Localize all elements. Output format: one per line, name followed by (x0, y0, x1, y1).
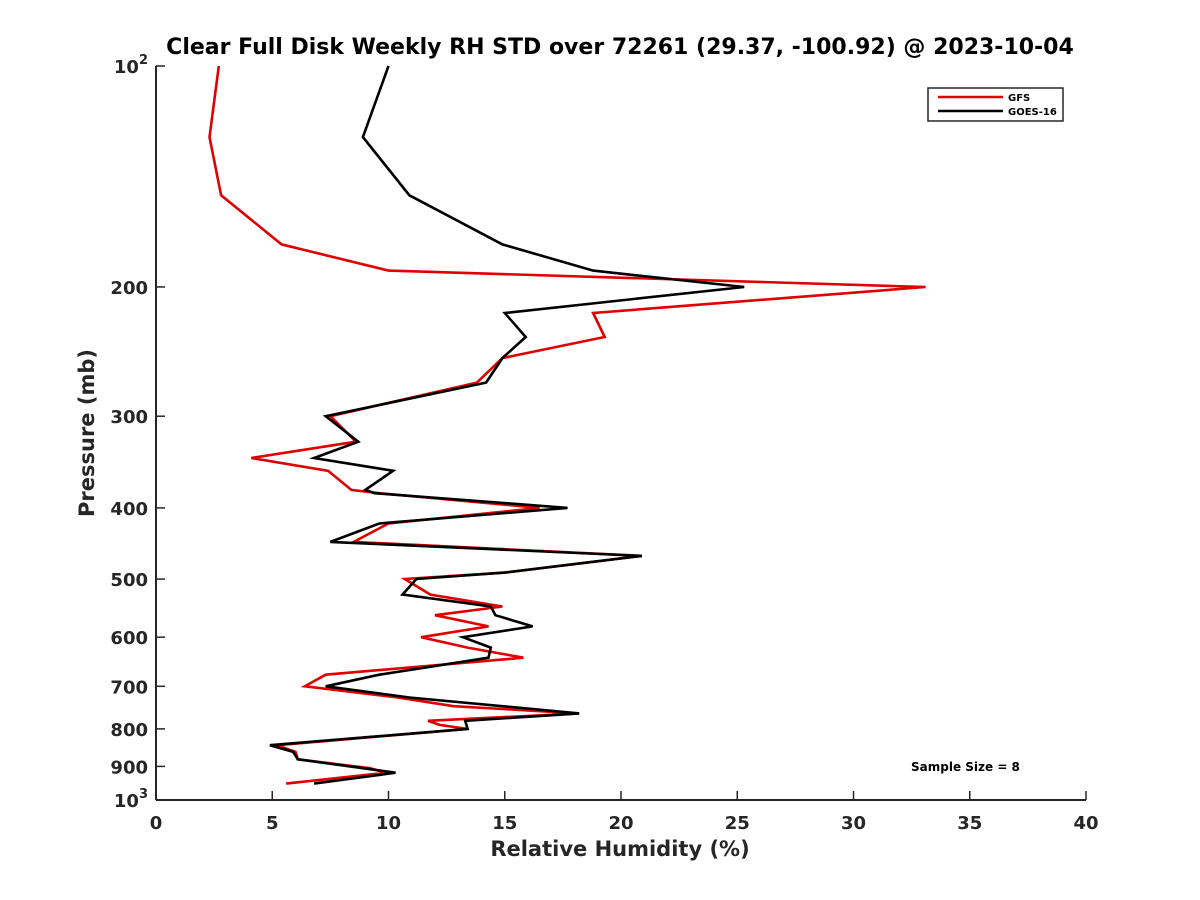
series-line-gfs (208, 65, 926, 785)
y-tick-label: 900 (110, 757, 148, 778)
series-layer (208, 65, 926, 785)
sample-size-annotation: Sample Size = 8 (911, 760, 1020, 774)
legend-label-goes16: GOES-16 (1008, 107, 1057, 118)
x-tick-label: 40 (1073, 813, 1098, 834)
x-tick-label: 5 (266, 813, 279, 834)
y-axis-label: Pressure (mb) (75, 349, 99, 517)
series-line-goes-16 (269, 65, 745, 785)
x-tick-label: 25 (725, 813, 750, 834)
y-tick-label: 500 (110, 570, 148, 591)
x-axis-label: Relative Humidity (%) (490, 837, 749, 861)
x-tick-label: 20 (608, 813, 633, 834)
y-tick-label: 200 (110, 278, 148, 299)
y-tick-label: 102 (114, 53, 148, 78)
legend-box (927, 87, 1064, 122)
chart-title: Clear Full Disk Weekly RH STD over 72261… (166, 35, 1074, 60)
y-tick-label: 400 (110, 499, 148, 520)
x-axis-ticks: 0 5 10 15 20 25 30 35 40 (150, 791, 1099, 834)
x-tick-label: 0 (150, 813, 163, 834)
legend-label-gfs: GFS (1008, 93, 1030, 104)
x-tick-label: 30 (841, 813, 866, 834)
y-tick-label: 800 (110, 720, 148, 741)
y-tick-label: 700 (110, 677, 148, 698)
x-tick-label: 10 (376, 813, 401, 834)
y-tick-label: 300 (110, 407, 148, 428)
x-tick-label: 35 (957, 813, 982, 834)
x-tick-label: 15 (492, 813, 517, 834)
y-tick-label: 600 (110, 628, 148, 649)
legend: GFS GOES-16 (927, 87, 1064, 122)
